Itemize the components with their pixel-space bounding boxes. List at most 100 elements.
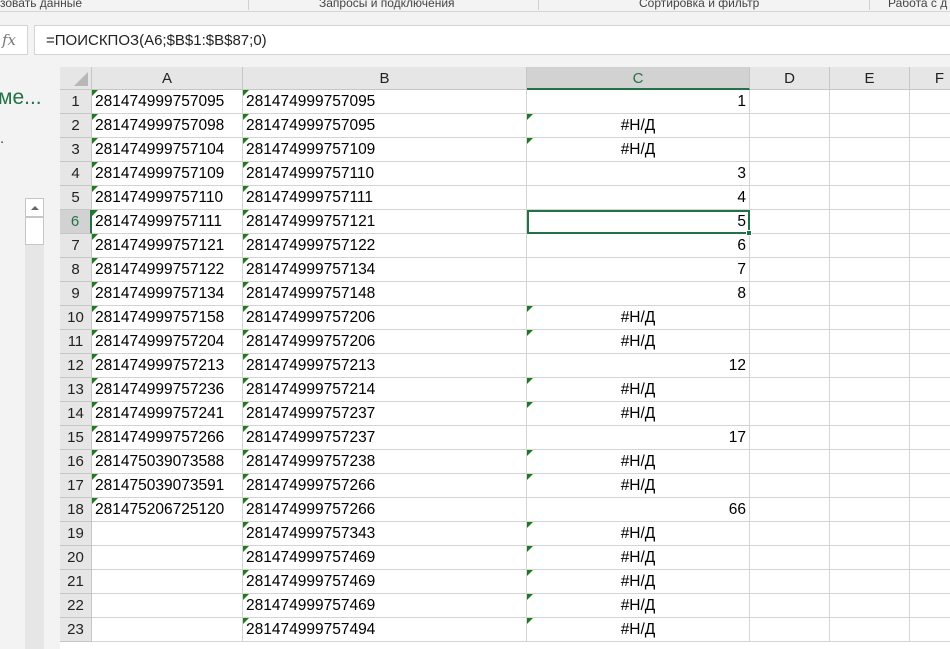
cell-d5[interactable] [750,186,830,210]
cell-b2[interactable]: 281474999757095 [243,114,527,138]
row-header[interactable]: 3 [60,138,92,162]
cell-c4[interactable]: 3 [527,162,750,186]
cell-b5[interactable]: 281474999757111 [243,186,527,210]
cell-d2[interactable] [750,114,830,138]
cell-b17[interactable]: 281474999757266 [243,474,527,498]
column-header-f[interactable]: F [910,67,950,90]
cell-f10[interactable] [910,306,950,330]
row-header[interactable]: 11 [60,330,92,354]
cell-c14[interactable]: #Н/Д [527,402,750,426]
column-header-d[interactable]: D [750,67,830,90]
cell-b18[interactable]: 281474999757266 [243,498,527,522]
row-header[interactable]: 4 [60,162,92,186]
cell-f17[interactable] [910,474,950,498]
cell-b8[interactable]: 281474999757134 [243,258,527,282]
cell-a2[interactable]: 281474999757098 [92,114,243,138]
side-pane-title[interactable]: ме... [0,86,42,109]
column-header-c[interactable]: C [527,67,750,90]
cell-a18[interactable]: 281475206725120 [92,498,243,522]
cell-c10[interactable]: #Н/Д [527,306,750,330]
cell-d15[interactable] [750,426,830,450]
cell-d3[interactable] [750,138,830,162]
scroll-up-icon[interactable] [25,198,44,217]
cell-c3[interactable]: #Н/Д [527,138,750,162]
cell-b23[interactable]: 281474999757494 [243,618,527,642]
cell-e7[interactable] [830,234,910,258]
cell-e4[interactable] [830,162,910,186]
cell-a13[interactable]: 281474999757236 [92,378,243,402]
cell-f23[interactable] [910,618,950,642]
cell-e16[interactable] [830,450,910,474]
row-header[interactable]: 19 [60,522,92,546]
column-header-a[interactable]: A [92,67,243,90]
cell-f1[interactable] [910,90,950,114]
cell-d6[interactable] [750,210,830,234]
cell-a5[interactable]: 281474999757110 [92,186,243,210]
cell-f15[interactable] [910,426,950,450]
cell-f20[interactable] [910,546,950,570]
row-header[interactable]: 10 [60,306,92,330]
row-header[interactable]: 14 [60,402,92,426]
cell-e18[interactable] [830,498,910,522]
row-header[interactable]: 22 [60,594,92,618]
cell-e20[interactable] [830,546,910,570]
row-header[interactable]: 15 [60,426,92,450]
row-header[interactable]: 8 [60,258,92,282]
cell-f7[interactable] [910,234,950,258]
cell-b11[interactable]: 281474999757206 [243,330,527,354]
cell-e11[interactable] [830,330,910,354]
row-header[interactable]: 23 [60,618,92,642]
cell-e17[interactable] [830,474,910,498]
cell-a21[interactable] [92,570,243,594]
cell-c18[interactable]: 66 [527,498,750,522]
cell-c23[interactable]: #Н/Д [527,618,750,642]
cell-b22[interactable]: 281474999757469 [243,594,527,618]
cell-b7[interactable]: 281474999757122 [243,234,527,258]
cell-c8[interactable]: 7 [527,258,750,282]
cell-c20[interactable]: #Н/Д [527,546,750,570]
cell-a23[interactable] [92,618,243,642]
cell-b13[interactable]: 281474999757214 [243,378,527,402]
cell-d14[interactable] [750,402,830,426]
cell-b10[interactable]: 281474999757206 [243,306,527,330]
cell-d21[interactable] [750,570,830,594]
cell-b12[interactable]: 281474999757213 [243,354,527,378]
cell-b19[interactable]: 281474999757343 [243,522,527,546]
row-header[interactable]: 6 [60,210,92,234]
cell-a12[interactable]: 281474999757213 [92,354,243,378]
cell-c1[interactable]: 1 [527,90,750,114]
cell-a10[interactable]: 281474999757158 [92,306,243,330]
cell-b14[interactable]: 281474999757237 [243,402,527,426]
cell-d10[interactable] [750,306,830,330]
cell-e6[interactable] [830,210,910,234]
cell-a19[interactable] [92,522,243,546]
cell-e12[interactable] [830,354,910,378]
cell-e9[interactable] [830,282,910,306]
cell-f5[interactable] [910,186,950,210]
cell-c13[interactable]: #Н/Д [527,378,750,402]
cell-e2[interactable] [830,114,910,138]
cell-f4[interactable] [910,162,950,186]
spreadsheet-grid[interactable]: A B C D E F 1 281474999757095 281474999757095 1 2 2… [60,67,950,649]
cell-a15[interactable]: 281474999757266 [92,426,243,450]
cell-d8[interactable] [750,258,830,282]
cell-a4[interactable]: 281474999757109 [92,162,243,186]
cell-f22[interactable] [910,594,950,618]
cell-c11[interactable]: #Н/Д [527,330,750,354]
column-header-e[interactable]: E [830,67,910,90]
cell-e19[interactable] [830,522,910,546]
cell-f8[interactable] [910,258,950,282]
formula-input[interactable]: =ПОИСКПОЗ(A6;$B$1:$B$87;0) [34,25,950,55]
cell-a11[interactable]: 281474999757204 [92,330,243,354]
cell-c9[interactable]: 8 [527,282,750,306]
cell-e3[interactable] [830,138,910,162]
cell-e13[interactable] [830,378,910,402]
cell-b20[interactable]: 281474999757469 [243,546,527,570]
cell-b15[interactable]: 281474999757237 [243,426,527,450]
cell-c22[interactable]: #Н/Д [527,594,750,618]
cell-e1[interactable] [830,90,910,114]
cell-c12[interactable]: 12 [527,354,750,378]
cell-d16[interactable] [750,450,830,474]
cell-c19[interactable]: #Н/Д [527,522,750,546]
cell-a20[interactable] [92,546,243,570]
